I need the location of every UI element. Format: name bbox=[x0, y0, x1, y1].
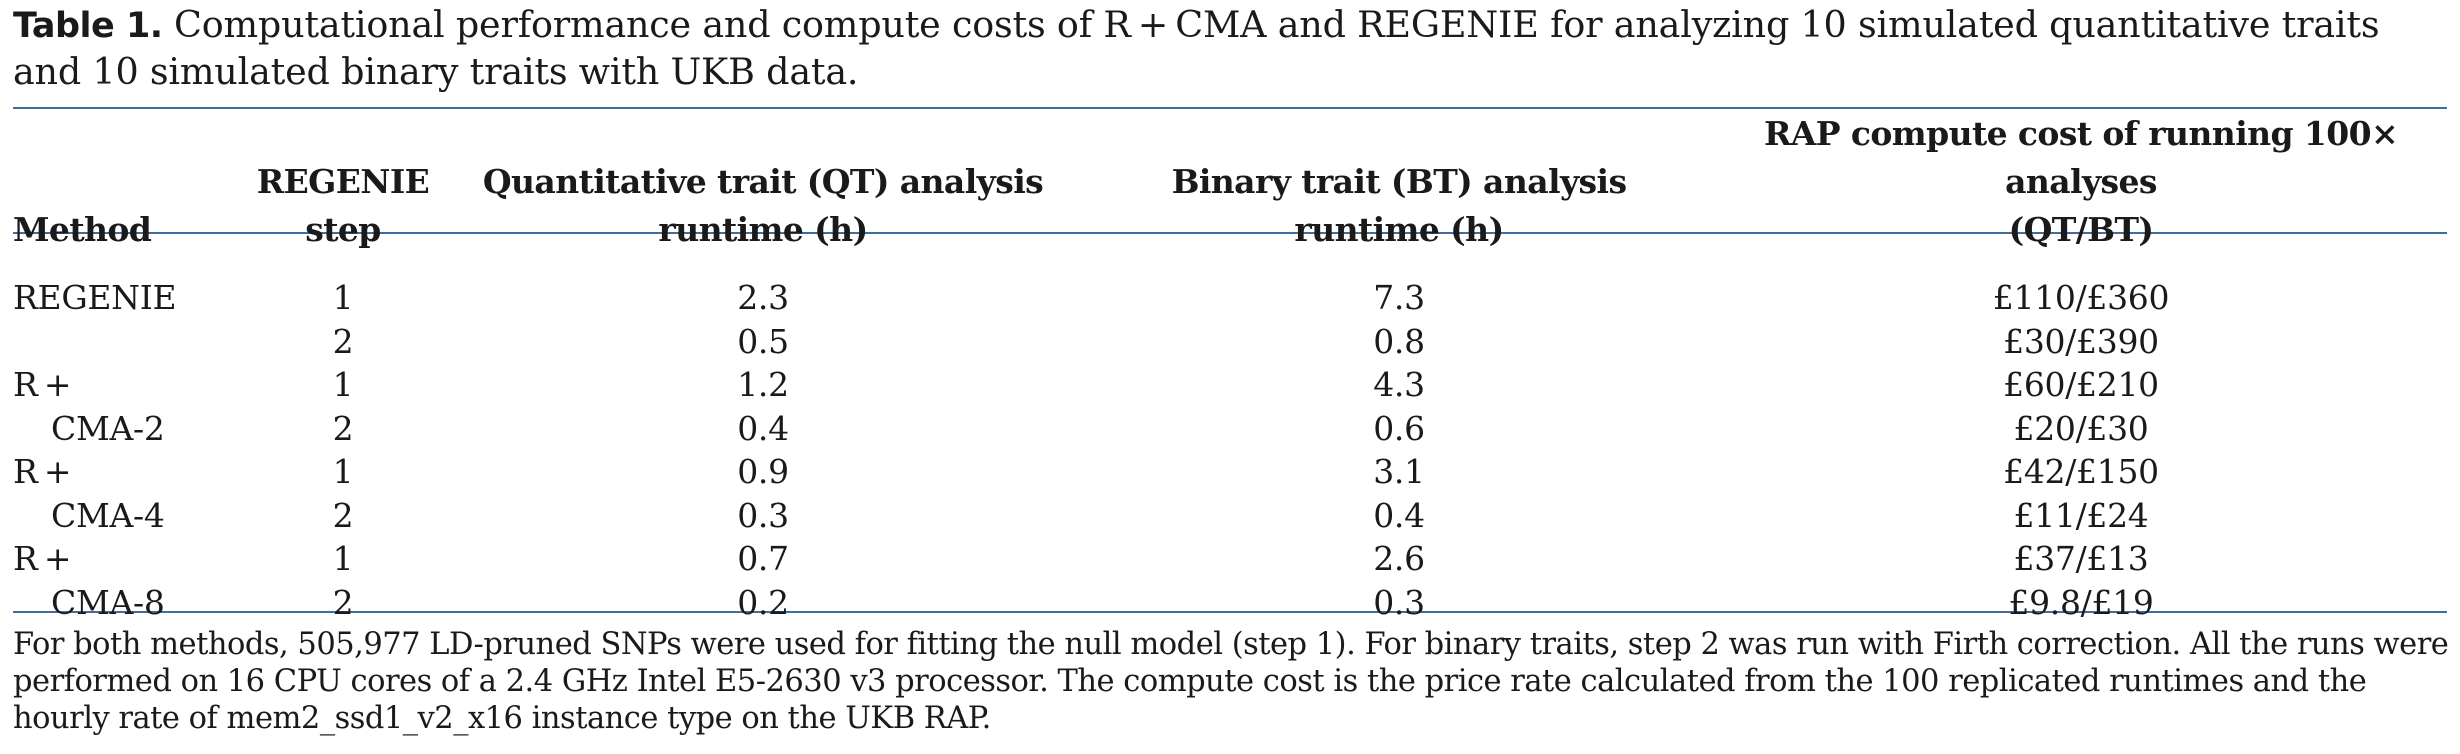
table-row: CMA-4 2 0.3 0.4 £11/£24 bbox=[13, 494, 2447, 538]
cell-qt-runtime: 0.5 bbox=[737, 321, 789, 361]
cell-qt-runtime: 0.9 bbox=[737, 452, 789, 491]
cell-cost: £11/£24 bbox=[2013, 495, 2149, 535]
cell-qt-runtime: 2.3 bbox=[737, 278, 789, 317]
cell-step: 1 bbox=[332, 278, 354, 317]
table-container: Method REGENIE step Quantitative trait (Q… bbox=[13, 110, 2447, 624]
cell-step: 2 bbox=[332, 582, 354, 622]
cell-qt-runtime: 0.4 bbox=[737, 408, 789, 448]
cell-qt-runtime: 1.2 bbox=[737, 365, 789, 404]
cell-step: 1 bbox=[332, 452, 354, 491]
cell-bt-runtime: 2.6 bbox=[1373, 539, 1425, 578]
header-row: Method REGENIE step Quantitative trait (Q… bbox=[13, 110, 2447, 262]
table-row: CMA-2 2 0.4 0.6 £20/£30 bbox=[13, 407, 2447, 451]
cell-cost: £37/£13 bbox=[2013, 539, 2149, 578]
cell-qt-runtime: 0.2 bbox=[737, 582, 789, 622]
cell-method: CMA-8 bbox=[51, 582, 165, 622]
cell-bt-runtime: 4.3 bbox=[1373, 365, 1425, 404]
table-row: 2 0.5 0.8 £30/£390 bbox=[13, 320, 2447, 364]
table-page: Table 1. Computational performance and c… bbox=[13, 0, 2449, 736]
table-row: R + 1 0.7 2.6 £37/£13 bbox=[13, 537, 2447, 581]
performance-table: Method REGENIE step Quantitative trait (Q… bbox=[13, 110, 2447, 624]
cell-step: 2 bbox=[332, 495, 354, 535]
cell-bt-runtime: 0.6 bbox=[1373, 408, 1425, 448]
cell-step: 2 bbox=[332, 408, 354, 448]
cell-method: R + bbox=[13, 452, 72, 491]
cell-method: REGENIE bbox=[13, 278, 177, 317]
header-qt-runtime: Quantitative trait (QT) analysis runtime … bbox=[482, 162, 1044, 249]
table-row: R + 1 0.9 3.1 £42/£150 bbox=[13, 450, 2447, 494]
cell-cost: £60/£210 bbox=[2003, 365, 2159, 404]
cell-bt-runtime: 0.3 bbox=[1373, 582, 1425, 622]
cell-bt-runtime: 7.3 bbox=[1373, 278, 1425, 317]
cell-step: 1 bbox=[332, 365, 354, 404]
table-caption: Table 1. Computational performance and c… bbox=[13, 0, 2447, 94]
cell-qt-runtime: 0.7 bbox=[737, 539, 789, 578]
cell-method bbox=[13, 320, 243, 364]
cell-step: 2 bbox=[332, 321, 354, 361]
cell-method: CMA-2 bbox=[51, 408, 165, 448]
table-row: R + 1 1.2 4.3 £60/£210 bbox=[13, 363, 2447, 407]
cell-cost: £9.8/£19 bbox=[2008, 582, 2154, 622]
caption-text: Computational performance and compute co… bbox=[13, 3, 2380, 93]
cell-cost: £20/£30 bbox=[2013, 408, 2149, 448]
table-row: REGENIE 1 2.3 7.3 £110/£360 bbox=[13, 262, 2447, 320]
header-rule bbox=[13, 232, 2447, 234]
cell-method: R + bbox=[13, 365, 72, 404]
caption-label: Table 1. bbox=[13, 6, 163, 46]
cell-bt-runtime: 0.8 bbox=[1373, 321, 1425, 361]
table-row: CMA-8 2 0.2 0.3 £9.8/£19 bbox=[13, 581, 2447, 625]
header-method: Method bbox=[13, 210, 152, 249]
cell-step: 1 bbox=[332, 539, 354, 578]
cell-bt-runtime: 3.1 bbox=[1373, 452, 1425, 491]
cell-method: R + bbox=[13, 539, 72, 578]
header-bt-runtime: Binary trait (BT) analysis runtime (h) bbox=[1171, 162, 1627, 249]
cell-bt-runtime: 0.4 bbox=[1373, 495, 1425, 535]
top-rule bbox=[13, 107, 2447, 109]
cell-cost: £42/£150 bbox=[2003, 452, 2159, 491]
bottom-rule bbox=[13, 611, 2447, 613]
cell-cost: £30/£390 bbox=[2003, 321, 2159, 361]
header-regenie-step: REGENIE step bbox=[256, 162, 430, 249]
cell-method: CMA-4 bbox=[51, 495, 165, 535]
header-compute-cost: RAP compute cost of running 100× analyse… bbox=[1763, 114, 2399, 249]
table-footnote: For both methods, 505,977 LD-pruned SNPs… bbox=[13, 627, 2449, 736]
cell-cost: £110/£360 bbox=[1992, 278, 2170, 317]
cell-qt-runtime: 0.3 bbox=[737, 495, 789, 535]
